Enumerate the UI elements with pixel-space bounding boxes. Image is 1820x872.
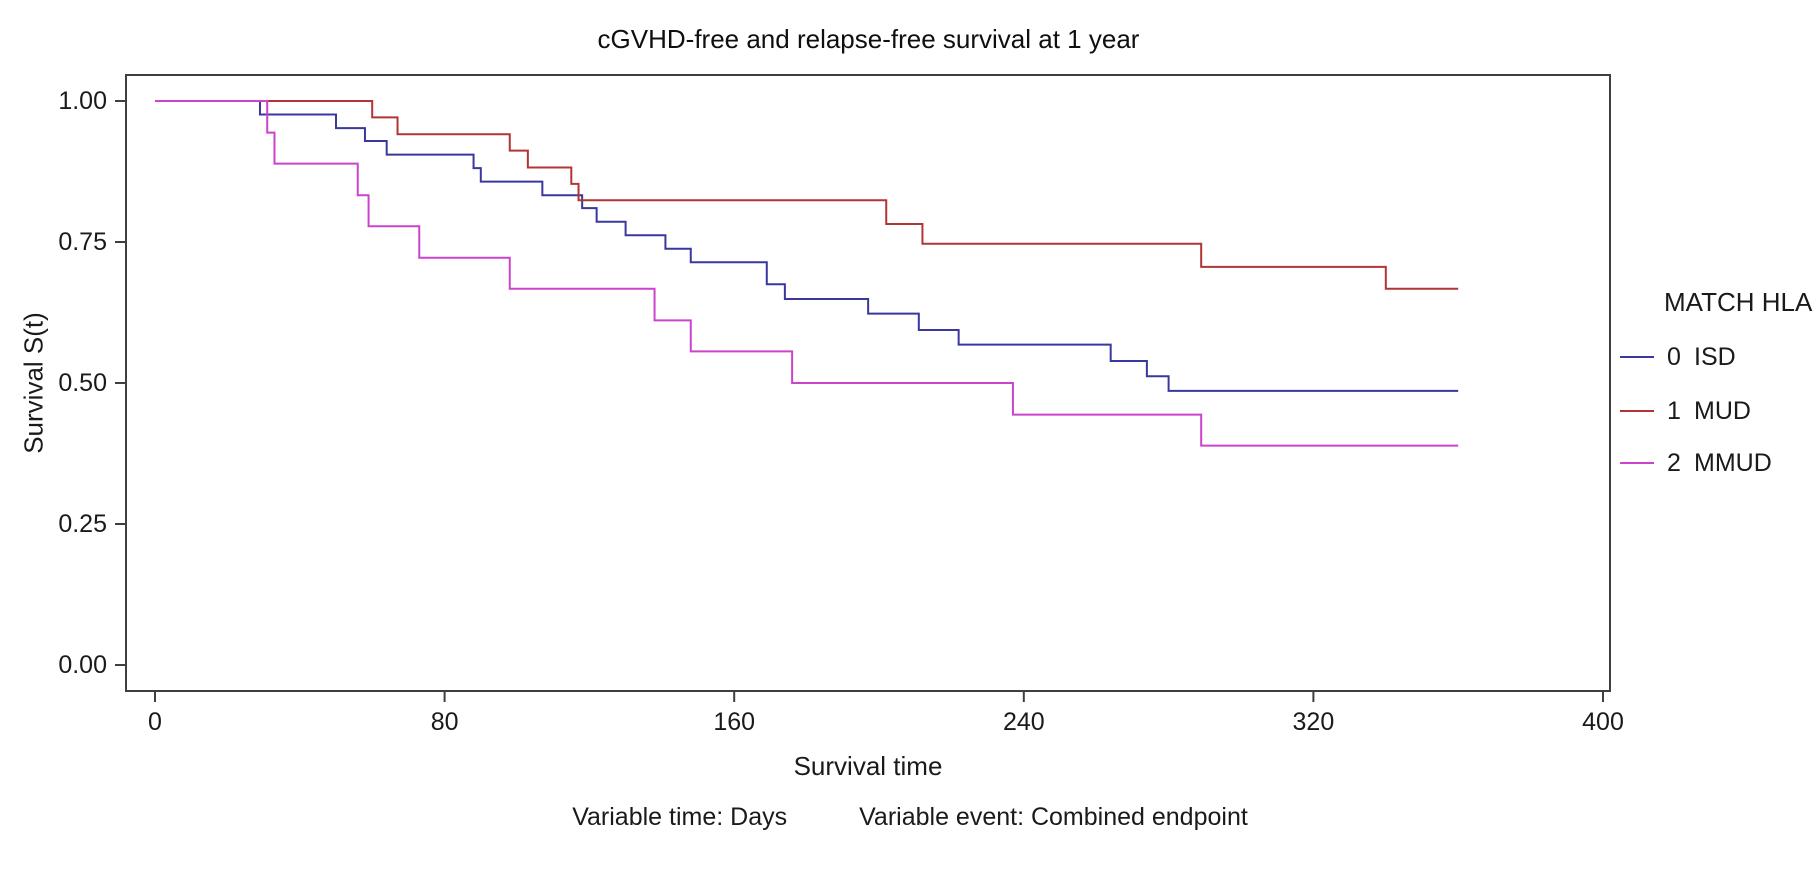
legend-group-value: 1: [1667, 396, 1681, 425]
legend-entry-mmud: 2 MMUD: [1620, 448, 1772, 477]
x-tick-label: 240: [1002, 708, 1045, 736]
chart-title: cGVHD-free and relapse-free survival at …: [597, 24, 1140, 54]
legend-title: MATCH HLA: [1664, 287, 1813, 317]
legend-group-value: 2: [1667, 448, 1681, 477]
legend-line-icon: [1620, 356, 1654, 358]
x-axis-label: Survival time: [793, 751, 943, 781]
x-tick-label: 0: [148, 708, 162, 736]
legend-group-label: MUD: [1694, 396, 1751, 425]
footnote: Variable time: Days Variable event: Comb…: [0, 803, 1820, 832]
x-tick-label: 160: [713, 708, 756, 736]
x-tick-label: 400: [1582, 708, 1624, 736]
legend-entry-isd: 0 ISD: [1620, 342, 1736, 371]
footnote-event: Variable event: Combined endpoint: [859, 803, 1248, 831]
y-tick-label: 0.25: [58, 510, 107, 538]
legend-line-icon: [1620, 410, 1654, 412]
y-tick-label: 0.75: [58, 228, 107, 256]
survival-curve-mud: [155, 100, 1459, 290]
legend-group-label: MMUD: [1694, 448, 1772, 477]
legend-line-icon: [1620, 462, 1654, 464]
y-tick-label: 0.50: [58, 369, 107, 397]
legend-group-value: 0: [1667, 342, 1681, 371]
survival-curve-mmud: [155, 100, 1459, 447]
y-tick-label: 0.00: [58, 651, 107, 679]
survival-curve-isd: [155, 100, 1459, 392]
footnote-time: Variable time: Days: [572, 803, 788, 831]
x-tick-label: 320: [1292, 708, 1335, 736]
legend-entry-mud: 1 MUD: [1620, 396, 1751, 425]
legend-group-label: ISD: [1694, 342, 1736, 371]
y-tick-label: 1.00: [58, 87, 107, 115]
x-tick-label: 80: [430, 708, 459, 736]
